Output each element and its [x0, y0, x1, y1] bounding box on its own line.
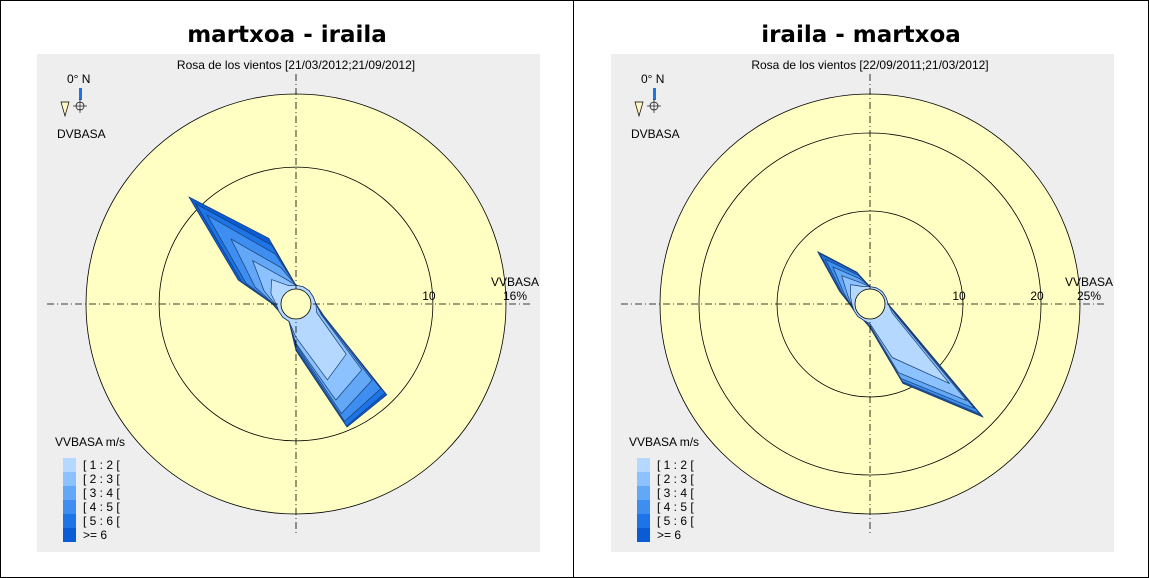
- legend-swatch: [63, 500, 76, 514]
- legend-title: VVBASA m/s: [55, 435, 125, 449]
- legend-label: [ 2 : 3 [: [657, 472, 694, 486]
- speed-label: VVBASA: [491, 275, 539, 289]
- legend-label: >= 6: [83, 528, 107, 542]
- center-circle: [854, 288, 886, 320]
- wind-rose-chart: Rosa de los vientos [22/09/2011;21/03/20…: [621, 58, 1113, 542]
- ring-label: 20: [1030, 289, 1044, 303]
- direction-label: DVBASA: [631, 127, 680, 141]
- wind-vane-icon: [634, 101, 644, 118]
- legend-swatch: [63, 486, 76, 500]
- legend-swatch: [63, 472, 76, 486]
- legend-swatch: [637, 458, 650, 472]
- direction-label: DVBASA: [57, 127, 106, 141]
- legend-swatch: [63, 514, 76, 528]
- legend-label: [ 4 : 5 [: [83, 500, 120, 514]
- panel-title: iraila - martxoa: [761, 22, 961, 48]
- chart-title: Rosa de los vientos [22/09/2011;21/03/20…: [751, 58, 988, 72]
- panel-title: martxoa - iraila: [187, 22, 387, 48]
- max-percent-label: 16%: [503, 289, 527, 303]
- legend-title: VVBASA m/s: [629, 435, 699, 449]
- chart-title: Rosa de los vientos [21/03/2012;21/09/20…: [177, 58, 415, 72]
- north-arrow-icon: [653, 88, 656, 100]
- speed-label: VVBASA: [1065, 275, 1113, 289]
- legend-label: [ 2 : 3 [: [83, 472, 120, 486]
- legend-label: [ 3 : 4 [: [657, 486, 694, 500]
- legend-swatch: [637, 500, 650, 514]
- legend-label: [ 3 : 4 [: [83, 486, 120, 500]
- wind-rose-plot: Rosa de los vientos [21/03/2012;21/09/20…: [37, 54, 540, 552]
- legend-swatch: [637, 472, 650, 486]
- panel-right: iraila - martxoa Rosa de los vientos [22…: [575, 0, 1147, 578]
- wind-rose-plot: Rosa de los vientos [22/09/2011;21/03/20…: [611, 54, 1114, 552]
- ring-label: 10: [422, 289, 436, 303]
- panel-left: martxoa - iraila Rosa de los vientos [21…: [1, 0, 573, 578]
- legend-swatch: [637, 486, 650, 500]
- max-percent-label: 25%: [1077, 289, 1101, 303]
- legend-label: >= 6: [657, 528, 681, 542]
- north-label: 0° N: [641, 72, 664, 86]
- legend-swatch: [63, 458, 76, 472]
- panel-divider: [573, 0, 574, 578]
- legend-label: [ 5 : 6 [: [657, 514, 694, 528]
- legend-label: [ 1 : 2 [: [83, 458, 120, 472]
- legend-swatch: [637, 514, 650, 528]
- center-circle: [280, 288, 312, 320]
- legend-label: [ 1 : 2 [: [657, 458, 694, 472]
- legend-label: [ 5 : 6 [: [83, 514, 120, 528]
- ring-label: 10: [952, 289, 966, 303]
- wind-rose-chart: Rosa de los vientos [21/03/2012;21/09/20…: [47, 58, 539, 542]
- wind-vane-icon: [60, 101, 70, 118]
- north-arrow-icon: [79, 88, 82, 100]
- legend-label: [ 4 : 5 [: [657, 500, 694, 514]
- north-label: 0° N: [67, 72, 90, 86]
- legend-swatch: [63, 528, 76, 542]
- legend-swatch: [637, 528, 650, 542]
